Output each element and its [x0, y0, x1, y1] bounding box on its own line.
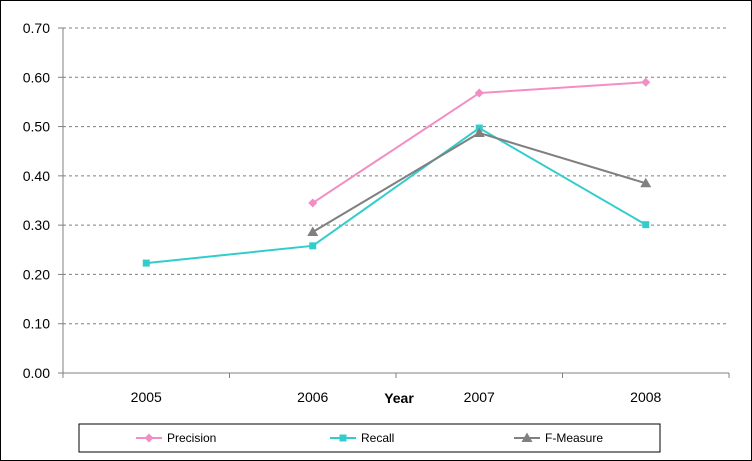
legend-item-precision: Precision: [136, 431, 216, 445]
series-recall: [142, 124, 650, 267]
legend: Precision Recall F-Measure: [78, 423, 661, 453]
legend-label: Precision: [167, 431, 216, 445]
gridlines: [63, 27, 729, 325]
f-measure-point: [307, 226, 319, 237]
y-tick-label: 0.10: [23, 316, 50, 332]
f-measure-point: [473, 127, 485, 137]
recall-point: [309, 242, 317, 250]
f-measure-point: [640, 177, 652, 188]
x-tick-labels: 2005 2006 2007 2008: [131, 389, 662, 405]
legend-label: F-Measure: [545, 431, 603, 445]
legend-item-recall: Recall: [330, 431, 394, 445]
y-tick-label: 0.60: [23, 69, 50, 85]
legend-box: [78, 423, 661, 453]
series-precision: [308, 77, 651, 208]
legend-marker-swatch: [144, 433, 154, 443]
y-tick-label: 0.00: [23, 365, 50, 381]
precision-point: [641, 77, 651, 87]
legend-marker-swatch: [521, 432, 533, 442]
recall-point: [142, 259, 150, 267]
recall-point: [642, 221, 650, 229]
y-tick-label: 0.50: [23, 119, 50, 135]
precision-point: [308, 198, 318, 208]
series: [142, 77, 652, 267]
precision-point: [474, 88, 484, 98]
x-tick-label: 2006: [297, 389, 328, 405]
axes: [58, 27, 730, 378]
y-tick-label: 0.20: [23, 266, 50, 282]
y-tick-labels: 0.00 0.10 0.20 0.30 0.40 0.50 0.60 0.70: [23, 20, 50, 381]
x-tick-label: 2005: [131, 389, 162, 405]
f-measure-line: [312, 131, 647, 233]
precision-line: [312, 81, 646, 204]
legend-label: Recall: [361, 431, 394, 445]
x-axis-title: Year: [384, 390, 414, 406]
y-tick-label: 0.40: [23, 168, 50, 184]
y-tick-label: 0.30: [23, 217, 50, 233]
x-tick-label: 2007: [464, 389, 495, 405]
legend-marker-swatch: [339, 434, 347, 442]
y-tick-label: 0.70: [23, 20, 50, 36]
x-tick-label: 2008: [630, 389, 661, 405]
legend-item-f-measure: F-Measure: [514, 431, 603, 445]
recall-line: [146, 126, 647, 265]
series-f-measure: [307, 127, 652, 237]
